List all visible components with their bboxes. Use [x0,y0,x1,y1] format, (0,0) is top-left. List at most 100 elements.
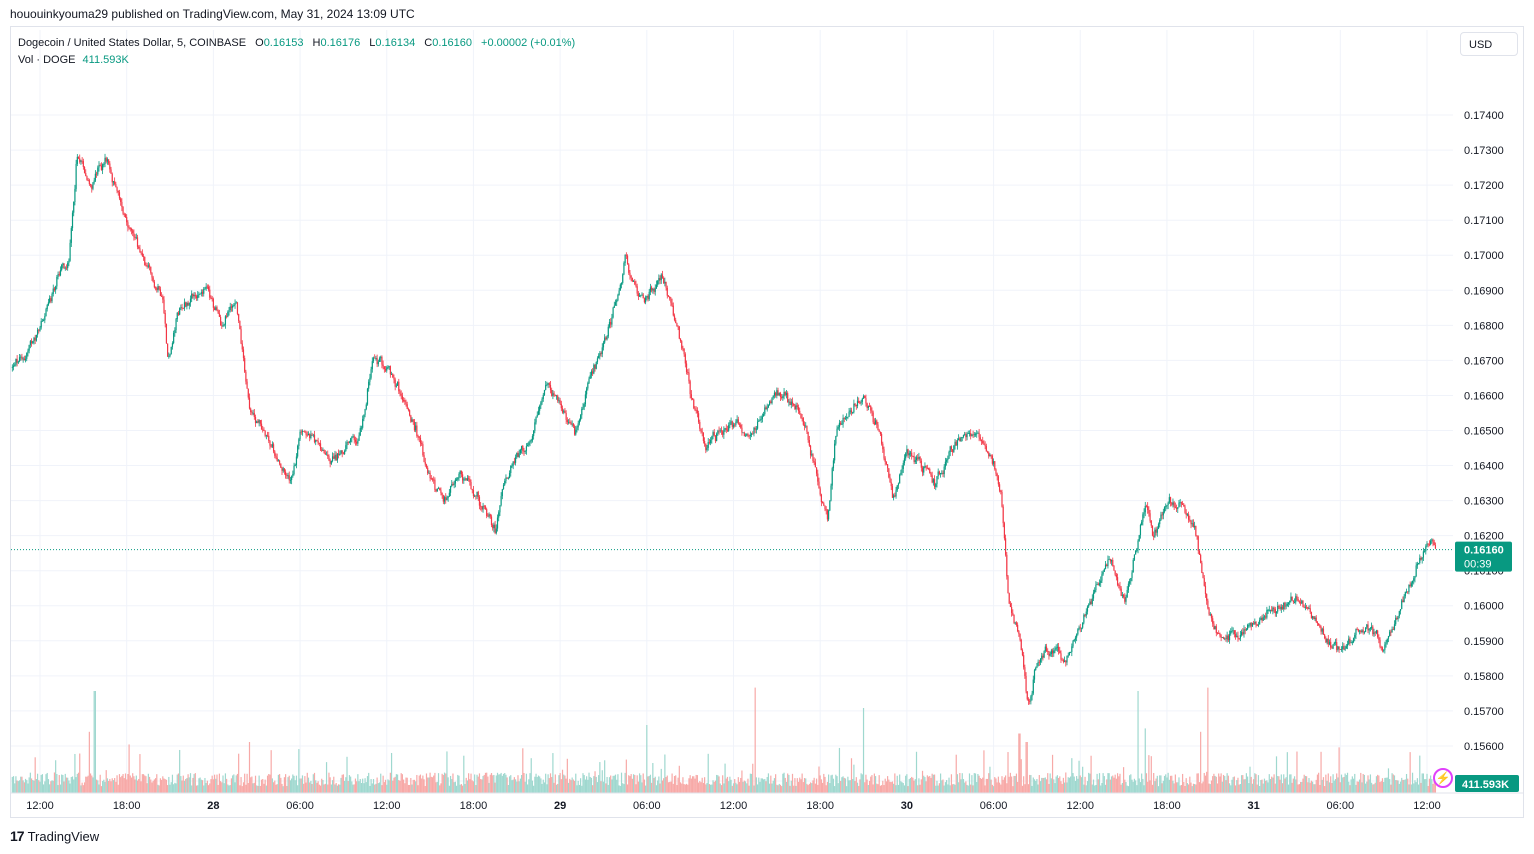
candle-body [1139,524,1142,536]
candle-body [1186,514,1189,516]
volume-bar [537,775,540,793]
volume-bar [57,785,59,793]
lightning-icon[interactable]: ⚡ [1433,768,1453,788]
candle-body [946,460,948,462]
volume-bar [864,782,866,793]
candle-body [543,389,546,395]
candle-body [335,454,337,461]
candle-body [1430,540,1432,545]
volume-bar [1059,776,1061,793]
candle-body [1214,626,1216,630]
volume-bar [1088,772,1090,793]
volume-bar [933,774,936,793]
candle-body [687,372,689,373]
volume-bar [1372,784,1374,793]
candle-body [1251,623,1254,627]
volume-bar [803,778,806,793]
currency-button[interactable]: USD [1460,32,1518,56]
volume-bar [46,772,48,793]
candle-body [638,295,641,297]
volume-bar [1109,779,1111,793]
volume-bar [41,774,44,793]
volume-bar [1298,784,1300,793]
candle-body [939,473,942,474]
candle-body [1007,576,1009,594]
volume-bar [147,773,149,793]
candle-body [1310,612,1313,619]
volume-bar [835,774,837,793]
candle-body [605,337,607,340]
volume-bar [626,784,629,793]
volume-bar [718,776,720,793]
volume-bar [405,777,407,793]
candle-body [348,441,351,443]
candle-body [1415,565,1417,577]
candle-body [783,391,785,397]
candle-body [318,443,320,444]
candle-body [748,435,750,437]
candle-body [1273,607,1275,609]
volume-bar [1124,779,1126,793]
candle-body [135,237,137,239]
volume-bar [1346,772,1349,793]
candle-body [1083,614,1085,623]
candle-body [1126,589,1128,598]
candle-body [873,422,875,425]
volume-bar [305,782,307,793]
candle-body [1373,632,1375,635]
volume-bar [1414,780,1416,793]
volume-bar [1289,774,1291,793]
volume-bar [1090,755,1092,793]
candle-body [144,256,146,266]
volume-bar [925,781,927,793]
volume-bar [1083,784,1085,793]
candle-body [118,192,121,199]
volume-bar [1210,780,1213,793]
volume-bar [370,779,372,793]
volume-bar [1377,774,1379,793]
candle-body [613,305,615,308]
candle-body [427,467,429,474]
candle-body [192,293,194,297]
candle-body [448,492,450,497]
candle-body [387,367,389,369]
candle-body [369,377,371,382]
volume-bar [462,785,464,793]
candle-body [1086,606,1089,612]
tradingview-logo[interactable]: 17 TradingView [10,828,99,844]
candle-body [1313,616,1315,620]
volume-bar [1150,756,1152,793]
volume-bar [1161,783,1163,793]
volume-bar [1191,786,1193,793]
volume-bar [1268,774,1270,793]
volume-bar [776,784,778,793]
candle-body [26,352,28,359]
candle-body [667,295,670,297]
volume-bar [859,779,861,793]
volume-bar [1041,777,1043,793]
volume-bar [1215,776,1217,793]
candle-body [1350,642,1352,644]
volume-bar [1316,774,1319,793]
volume-bar [675,775,677,793]
volume-bar [991,784,993,793]
candle-body [1318,623,1320,626]
candle-body [70,228,72,243]
candle-body [690,394,692,399]
volume-bar [663,778,665,793]
candle-body [673,315,676,321]
volume-bar [336,785,338,793]
candle-body [653,288,655,292]
candle-body [1425,546,1427,552]
candle-body [602,342,605,348]
candle-body [941,472,943,474]
volume-bar [132,773,134,793]
candle-body [1149,513,1151,521]
volume-bar [293,775,295,793]
candle-body [584,394,587,405]
volume-bar [968,773,971,793]
volume-bar [374,784,376,793]
volume-bar [790,780,792,793]
volume-bar [1053,779,1055,793]
